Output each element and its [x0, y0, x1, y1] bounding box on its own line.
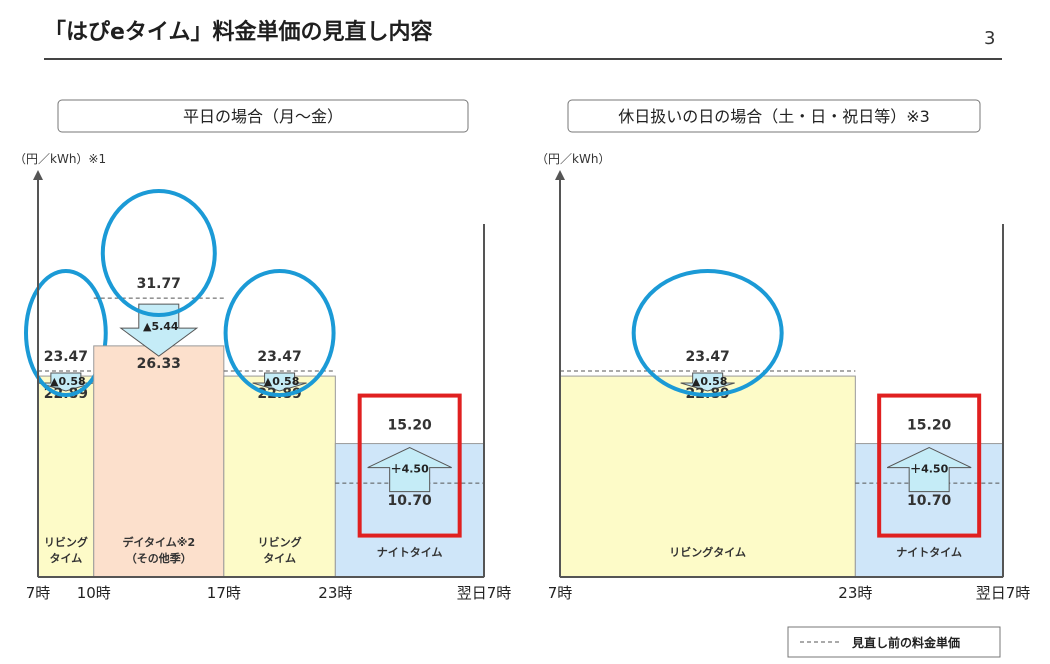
y-axis-arrowhead: [33, 170, 43, 180]
x-tick-label: 23時: [838, 584, 872, 602]
bar-category-label: リビング: [258, 535, 302, 549]
value-label: 15.20: [388, 418, 433, 434]
bar-category-label: リビング: [44, 535, 88, 549]
y-axis-label: （円／kWh）: [536, 152, 610, 166]
highlight-box: [877, 393, 982, 538]
highlight-circle: [24, 269, 108, 397]
x-tick-label: 10時: [77, 584, 111, 602]
x-tick-label: 翌日7時: [457, 584, 512, 602]
old-value-label: 31.77: [137, 276, 181, 292]
change-label: ▲0.58: [50, 375, 86, 388]
value-label: 15.20: [907, 418, 952, 434]
legend-label: 見直し前の料金単価: [851, 635, 960, 650]
decrease-arrow: [252, 372, 307, 392]
old-value-label: 23.47: [44, 349, 88, 365]
page-title: 「はぴeタイム」料金単価の見直し内容: [44, 20, 433, 45]
y-axis-arrowhead: [555, 170, 565, 180]
panel-title-box: [57, 99, 469, 133]
change-label: ＋4.50: [391, 463, 429, 476]
x-tick-label: 翌日7時: [976, 584, 1031, 602]
panel-title: 平日の場合（月～金）: [183, 107, 343, 126]
decrease-arrow: [38, 372, 94, 392]
x-tick-label: 7時: [548, 584, 573, 602]
change-label: ▲0.58: [264, 375, 300, 388]
increase-arrow: [886, 447, 972, 493]
bar-category-label: デイタイム※2: [122, 535, 195, 549]
bar-category-label: タイム: [263, 552, 296, 565]
change-label: ▲0.58: [692, 375, 728, 388]
value-label: 26.33: [137, 356, 181, 372]
increase-arrow: [367, 447, 452, 493]
bar-category-label: ナイトタイム: [377, 546, 443, 559]
old-value-label: 23.47: [257, 349, 301, 365]
x-tick-label: 23時: [318, 584, 352, 602]
y-axis-label: （円／kWh）※1: [14, 152, 106, 166]
highlight-circle: [223, 269, 336, 397]
old-value-label: 10.70: [388, 493, 433, 509]
highlight-box: [357, 393, 462, 538]
bar-category-label: ナイトタイム: [896, 546, 962, 559]
page-number: 3: [984, 28, 996, 49]
x-tick-label: 7時: [26, 584, 51, 602]
bar-category-label: リビングタイム: [669, 545, 746, 559]
title-divider: [44, 58, 1002, 60]
old-value-label: 23.47: [686, 349, 730, 365]
bar-category-label: （その他季）: [126, 551, 192, 565]
bar-category-label: タイム: [49, 552, 82, 565]
decrease-arrow: [119, 303, 199, 357]
old-value-label: 10.70: [907, 493, 952, 509]
highlight-circle: [100, 189, 217, 317]
bar: [559, 375, 856, 578]
panel-title-box: [567, 99, 981, 133]
x-tick-label: 17時: [207, 584, 241, 602]
change-label: ▲5.44: [143, 320, 179, 333]
highlight-circle: [631, 269, 784, 397]
panel-title: 休日扱いの日の場合（土・日・祝日等）※3: [618, 107, 930, 126]
decrease-arrow: [680, 372, 735, 392]
change-label: ＋4.50: [910, 463, 948, 476]
